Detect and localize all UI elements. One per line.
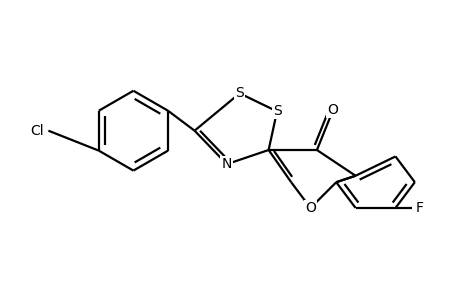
Text: S: S [272, 104, 281, 118]
Text: Cl: Cl [30, 124, 44, 138]
Text: O: O [304, 201, 315, 215]
Text: N: N [221, 157, 231, 171]
Text: S: S [235, 86, 244, 100]
Text: O: O [327, 103, 338, 117]
Text: F: F [415, 201, 423, 215]
